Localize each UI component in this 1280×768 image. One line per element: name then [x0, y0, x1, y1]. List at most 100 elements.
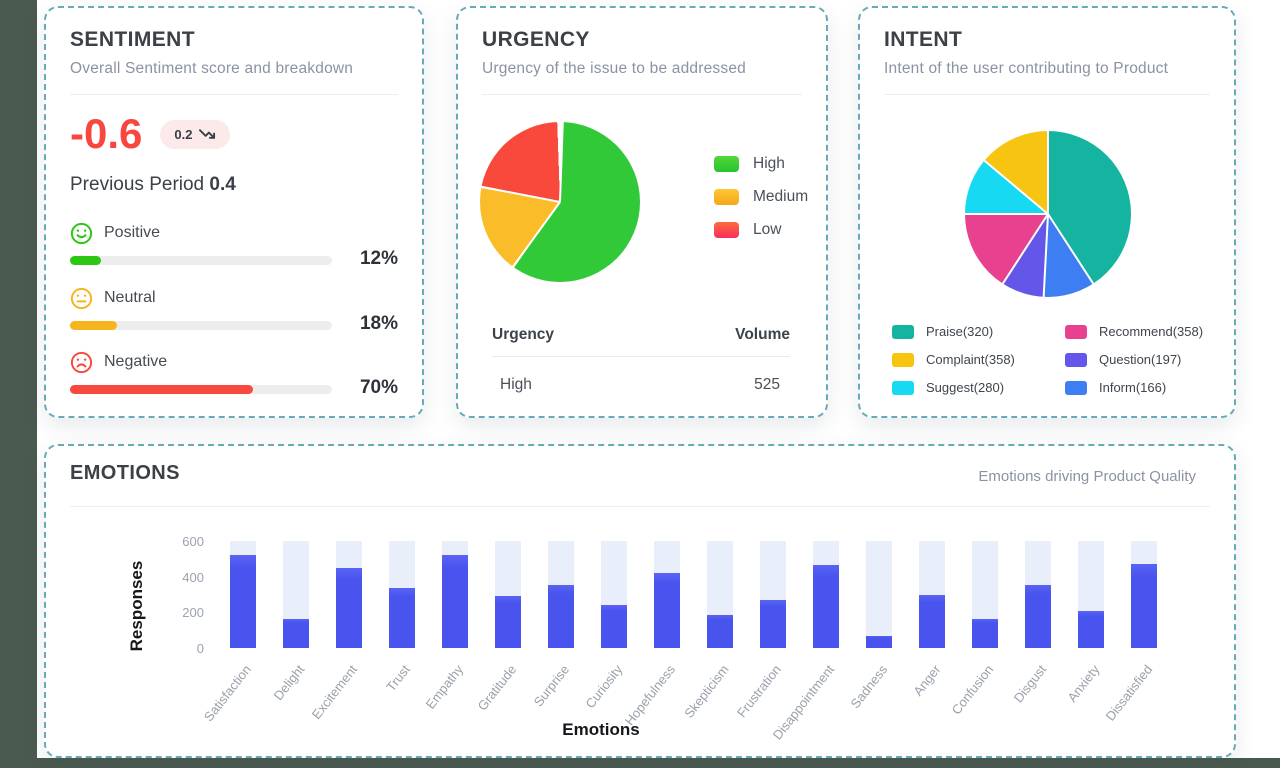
divider: [884, 94, 1210, 95]
sentiment-card-subtitle: Overall Sentiment score and breakdown: [70, 60, 354, 77]
bar[interactable]: [441, 555, 468, 648]
bar-column-excitement[interactable]: Excitement: [309, 541, 362, 748]
x-category-label: Dissatisfied: [1102, 662, 1156, 724]
bar[interactable]: [547, 584, 574, 648]
intent-legend-item-inform[interactable]: Inform(166): [1065, 380, 1166, 395]
y-tick-600: 600: [182, 534, 204, 549]
bar-column-satisfaction[interactable]: Satisfaction: [201, 541, 256, 748]
bar[interactable]: [865, 635, 892, 648]
bar[interactable]: [282, 619, 309, 648]
pie-slice-separator: [512, 201, 561, 268]
x-category-label: Gratitude: [474, 662, 520, 714]
bar[interactable]: [1024, 584, 1051, 648]
x-category-label: Empathy: [422, 662, 467, 712]
face-neutral-icon: [70, 287, 93, 309]
urgency-legend-item-low[interactable]: Low: [714, 221, 781, 239]
legend-swatch: [1065, 324, 1087, 339]
x-category-label: Excitement: [308, 662, 361, 722]
urgency-card-title: URGENCY: [482, 28, 590, 51]
legend-label: Complaint(358): [926, 352, 1015, 367]
x-category-label: Confusion: [948, 662, 997, 718]
intent-legend-item-recommend[interactable]: Recommend(358): [1065, 324, 1203, 339]
urgency-card[interactable]: URGENCY Urgency of the issue to be addre…: [456, 6, 828, 418]
bar[interactable]: [971, 619, 998, 648]
bar[interactable]: [335, 567, 362, 648]
intent-legend-item-complaint[interactable]: Complaint(358): [892, 352, 1015, 367]
emotions-caption: Emotions driving Product Quality: [978, 468, 1196, 485]
y-tick-400: 400: [182, 569, 204, 585]
x-category-label: Sadness: [847, 662, 891, 712]
sentiment-row-label: Positive: [104, 224, 161, 241]
previous-period-value: 0.4: [209, 174, 236, 195]
bar[interactable]: [653, 573, 680, 648]
bar[interactable]: [706, 615, 733, 648]
bar-column-delight[interactable]: Delight: [271, 541, 309, 748]
bar-column-anger[interactable]: Anger: [910, 541, 945, 748]
bar-column-confusion[interactable]: Confusion: [948, 541, 998, 748]
bar-column-anxiety[interactable]: Anxiety: [1064, 541, 1104, 748]
sentiment-delta-value: 0.2: [174, 126, 193, 142]
sentiment-score: -0.6: [70, 110, 143, 157]
urgency-table-header: Urgency Volume: [492, 326, 790, 344]
urgency-pie-chart[interactable]: [480, 122, 640, 282]
y-tick-0: 0: [196, 641, 204, 656]
bar[interactable]: [812, 565, 839, 648]
urgency-card-subtitle: Urgency of the issue to be addressed: [482, 60, 746, 77]
x-category-label: Frustration: [734, 662, 785, 721]
sentiment-bar-fill: [70, 321, 118, 330]
sentiment-bar-track: [70, 385, 332, 394]
bar-column-sadness[interactable]: Sadness: [847, 541, 892, 748]
bar[interactable]: [918, 594, 945, 648]
bar[interactable]: [229, 555, 256, 648]
sentiment-card-title: SENTIMENT: [70, 28, 195, 51]
intent-card[interactable]: INTENT Intent of the user contributing t…: [858, 6, 1236, 418]
x-category-label: Delight: [270, 662, 308, 704]
bar-column-curiosity[interactable]: Curiosity: [582, 541, 627, 748]
bar[interactable]: [388, 588, 415, 648]
pie-slice-separator: [1001, 213, 1049, 285]
bar[interactable]: [600, 605, 627, 648]
intent-legend-item-suggest[interactable]: Suggest(280): [892, 380, 1004, 395]
bar-column-frustration[interactable]: Frustration: [734, 541, 786, 748]
urgency-table-col-volume: Volume: [735, 326, 790, 343]
bar-column-dissatisfied[interactable]: Dissatisfied: [1103, 541, 1157, 748]
sentiment-row-percent: 12%: [359, 248, 398, 269]
bar-column-disgust[interactable]: Disgust: [1011, 541, 1051, 748]
legend-swatch: [892, 324, 914, 339]
urgency-table-row[interactable]: High 525: [500, 376, 780, 394]
legend-swatch: [892, 352, 914, 367]
emotions-card[interactable]: EMOTIONS Emotions driving Product Qualit…: [44, 444, 1236, 758]
bar[interactable]: [1130, 564, 1157, 648]
previous-period-line: Previous Period 0.4: [70, 174, 236, 195]
bar[interactable]: [494, 596, 521, 648]
pie-slice-separator: [481, 185, 561, 203]
bar-column-gratitude[interactable]: Gratitude: [475, 541, 521, 748]
bar-column-empathy[interactable]: Empathy: [423, 541, 468, 748]
x-category-label: Anger: [910, 662, 944, 699]
urgency-legend-item-medium[interactable]: Medium: [714, 188, 808, 206]
bar-column-hopefulness[interactable]: Hopefulness: [622, 541, 680, 748]
bar-column-disappointment[interactable]: Disappointment: [770, 541, 839, 748]
bar-column-surprise[interactable]: Surprise: [531, 541, 574, 748]
sentiment-card[interactable]: SENTIMENT Overall Sentiment score and br…: [44, 6, 424, 418]
divider: [70, 506, 1210, 507]
x-category-label: Curiosity: [582, 662, 626, 712]
urgency-legend-item-high[interactable]: High: [714, 155, 785, 173]
legend-label: Praise(320): [926, 324, 994, 339]
bar[interactable]: [759, 599, 786, 648]
bar[interactable]: [1077, 610, 1104, 648]
x-category-label: Surprise: [530, 662, 573, 710]
bar-column-trust[interactable]: Trust: [384, 541, 415, 748]
divider: [492, 356, 790, 357]
sentiment-bar-fill: [70, 256, 102, 265]
intent-legend-item-praise[interactable]: Praise(320): [892, 324, 993, 339]
pie-slice-separator: [559, 122, 564, 203]
urgency-table-col-urgency: Urgency: [492, 326, 555, 343]
legend-label: High: [753, 155, 785, 172]
x-axis-label: Emotions: [562, 720, 640, 739]
page-frame-bottom: [0, 758, 1280, 768]
intent-pie-chart[interactable]: [965, 131, 1131, 297]
intent-legend-item-question[interactable]: Question(197): [1065, 352, 1181, 367]
bar-column-skepticism[interactable]: Skepticism: [681, 541, 733, 748]
sentiment-row-percent: 18%: [359, 313, 398, 334]
